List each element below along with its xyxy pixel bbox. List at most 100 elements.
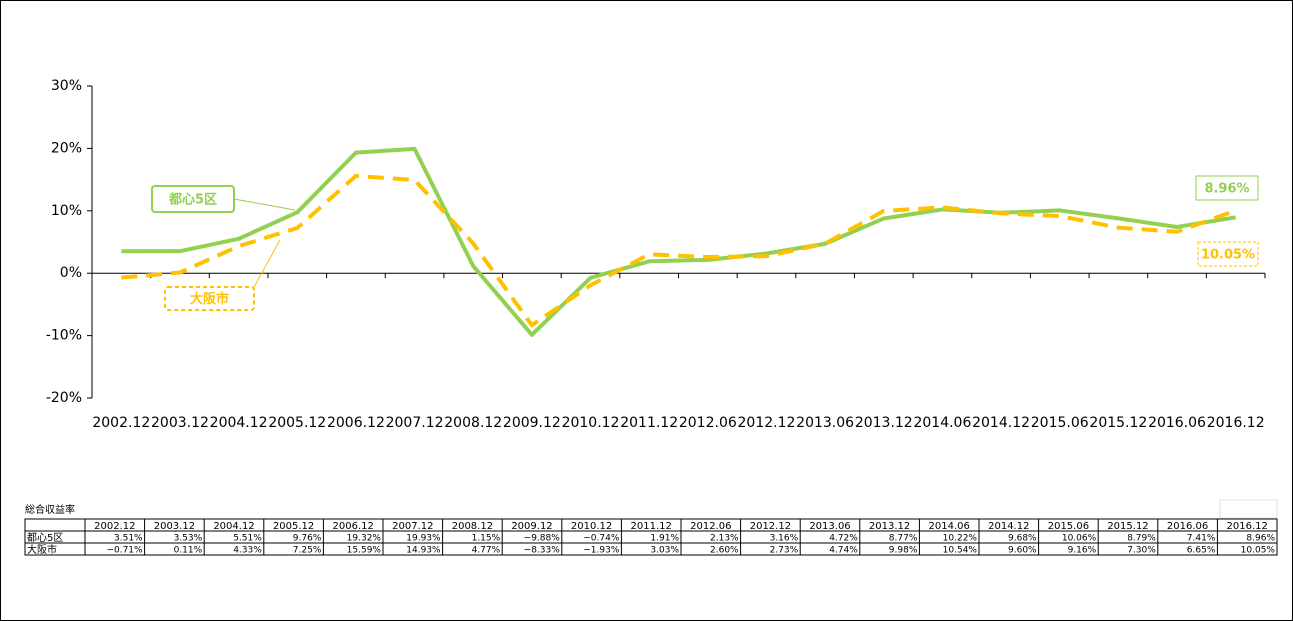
y-tick-label: 10% — [51, 203, 82, 219]
y-tick-label: 30% — [51, 78, 82, 94]
table-cell: 7.41% — [1187, 534, 1216, 544]
table-cell: 10.54% — [943, 546, 978, 556]
legend-box — [164, 286, 255, 311]
x-tick-label: 2008.12 — [444, 415, 502, 431]
table-header: 2016.06 — [1167, 521, 1208, 532]
table-header: 2002.12 — [94, 521, 135, 532]
table-cell: 9.68% — [1008, 534, 1037, 544]
table-cell: 8.79% — [1127, 534, 1156, 544]
table-cell: 10.06% — [1062, 534, 1097, 544]
table-header: 2013.06 — [809, 521, 850, 532]
table-cell: 15.59% — [347, 546, 382, 556]
table-cell: 9.60% — [1008, 546, 1037, 556]
x-tick-label: 2016.06 — [1148, 415, 1206, 431]
x-tick-label: 2004.12 — [210, 415, 268, 431]
table-cell: 9.16% — [1068, 546, 1097, 556]
x-tick-label: 2011.12 — [620, 415, 678, 431]
table-header: 2013.12 — [869, 521, 910, 532]
table-cell: 9.76% — [293, 534, 322, 544]
table-header: 2012.06 — [690, 521, 731, 532]
table-cell: 4.33% — [233, 546, 262, 556]
x-tick-label: 2002.12 — [92, 415, 150, 431]
y-tick-label: -10% — [46, 328, 82, 344]
corner-box — [1219, 499, 1278, 519]
legend-leader — [233, 198, 296, 211]
table-header: 2014.06 — [929, 521, 970, 532]
table-header: 2007.12 — [392, 521, 433, 532]
x-tick-label: 2006.12 — [327, 415, 385, 431]
x-tick-label: 2014.12 — [972, 415, 1030, 431]
x-tick-label: 2010.12 — [562, 415, 620, 431]
table-cell: 4.72% — [829, 534, 858, 544]
table-cell: 1.91% — [650, 534, 679, 544]
table-cell: 7.25% — [293, 546, 322, 556]
end-label-box — [1197, 241, 1259, 267]
end-value-label: 8.96% — [1204, 182, 1249, 197]
table-row-label: 大阪市 — [27, 543, 57, 556]
y-tick-label: -20% — [46, 390, 82, 406]
table-header: 2015.12 — [1107, 521, 1148, 532]
table-cell: 19.32% — [347, 534, 382, 544]
end-label-box — [1195, 175, 1259, 201]
x-tick-label: 2014.06 — [913, 415, 971, 431]
table-header: 2010.12 — [571, 521, 612, 532]
x-tick-label: 2003.12 — [151, 415, 209, 431]
table-cell: 2.13% — [710, 534, 739, 544]
x-tick-label: 2012.12 — [738, 415, 796, 431]
series-line — [121, 146, 1237, 337]
legend-label: 都心5区 — [168, 192, 217, 208]
table-header: 2003.12 — [154, 521, 195, 532]
end-value-label: 10.05% — [1201, 248, 1255, 263]
table-cell: 3.51% — [114, 534, 143, 544]
table-header: 2014.12 — [988, 521, 1029, 532]
table-cell: 5.51% — [233, 534, 262, 544]
table-cell: 9.98% — [889, 546, 918, 556]
table-cell: 4.77% — [472, 546, 501, 556]
x-tick-label: 2009.12 — [503, 415, 561, 431]
x-tick-label: 2005.12 — [268, 415, 326, 431]
table-cell: 8.77% — [889, 534, 918, 544]
table-title: 総合収益率 — [25, 503, 75, 516]
table-cell: 10.05% — [1241, 546, 1276, 556]
table-header: 2012.12 — [750, 521, 791, 532]
table-header: 2005.12 — [273, 521, 314, 532]
table-row-label: 都心5区 — [27, 532, 63, 544]
table-cell: −1.93% — [583, 546, 620, 556]
table-cell: −8.33% — [524, 546, 561, 556]
x-tick-label: 2015.06 — [1031, 415, 1089, 431]
table-cell: 4.74% — [829, 546, 858, 556]
table-cell: −9.88% — [524, 534, 561, 544]
series-line — [121, 173, 1237, 328]
table-header: 2006.12 — [333, 521, 374, 532]
legend-box — [151, 185, 235, 213]
table-cell: 6.65% — [1187, 546, 1216, 556]
y-tick-label: 0% — [60, 265, 82, 281]
x-tick-label: 2013.12 — [855, 415, 913, 431]
table-cell: 19.93% — [406, 534, 441, 544]
table-header: 2016.12 — [1227, 521, 1268, 532]
x-tick-label: 2012.06 — [679, 415, 737, 431]
table-cell: 3.16% — [770, 534, 799, 544]
legend-leader — [253, 239, 281, 288]
table-header: 2015.06 — [1048, 521, 1089, 532]
table-cell: 8.96% — [1246, 534, 1275, 544]
x-tick-label: 2015.12 — [1089, 415, 1147, 431]
table-cell: 7.30% — [1127, 546, 1156, 556]
table-cell: −0.71% — [106, 546, 143, 556]
table-header: 2004.12 — [213, 521, 254, 532]
table-cell: 0.11% — [174, 546, 203, 556]
table-header: 2009.12 — [511, 521, 552, 532]
x-tick-label: 2013.06 — [796, 415, 854, 431]
legend-label: 大阪市 — [190, 291, 229, 307]
x-tick-label: 2007.12 — [386, 415, 444, 431]
table-cell: −0.74% — [583, 534, 620, 544]
table-header: 2008.12 — [452, 521, 493, 532]
table-cell: 1.15% — [472, 534, 501, 544]
y-tick-label: 20% — [51, 140, 82, 156]
table-cell: 2.60% — [710, 546, 739, 556]
table-cell: 3.53% — [174, 534, 203, 544]
table-cell: 2.73% — [770, 546, 799, 556]
table-cell: 10.22% — [943, 534, 978, 544]
